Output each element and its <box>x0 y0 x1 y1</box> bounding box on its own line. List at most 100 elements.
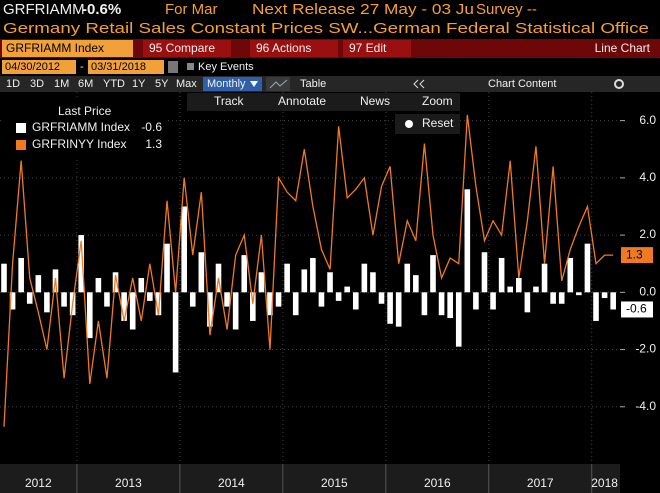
bar <box>593 292 599 321</box>
description: Germany Retail Sales Constant Prices SW.… <box>3 20 649 37</box>
period-option[interactable]: 1Y <box>132 78 146 90</box>
bar <box>241 255 248 293</box>
bar <box>567 257 574 293</box>
chart-tool[interactable]: Track <box>214 94 245 108</box>
chart-tool[interactable]: Zoom <box>422 94 453 108</box>
y-tick-label: 4.0 <box>639 170 656 184</box>
bar <box>292 292 299 316</box>
legend-title: Last Price <box>58 104 112 118</box>
collapse-icon[interactable] <box>413 79 425 89</box>
bar <box>558 292 565 304</box>
bar <box>1 263 7 293</box>
bar <box>438 292 445 316</box>
bar <box>430 255 436 293</box>
ticker: GRFRIAMM <box>3 1 85 18</box>
bar <box>310 257 316 293</box>
bar <box>507 286 514 293</box>
bar <box>404 263 411 293</box>
end-date: 03/31/2018 <box>91 61 146 73</box>
toolbar-button[interactable] <box>143 40 231 57</box>
period-option[interactable]: YTD <box>103 78 125 90</box>
bar <box>189 292 196 307</box>
period-bar <box>0 76 660 92</box>
bar <box>61 292 67 307</box>
change: -0.6% <box>82 1 121 18</box>
period-option[interactable]: Max <box>176 78 197 90</box>
bar <box>327 272 333 293</box>
period-option[interactable]: 1M <box>54 78 69 90</box>
bar <box>413 275 419 293</box>
frequency: Monthly <box>207 78 246 90</box>
last-value-tag <box>621 247 653 264</box>
bar <box>524 292 531 313</box>
range-separator: - <box>80 61 84 73</box>
bar <box>258 272 265 293</box>
next-release: Next Release 27 May - 03 Ju <box>252 1 474 18</box>
bar <box>387 292 393 324</box>
chart-type[interactable]: Line Chart <box>595 41 651 55</box>
bar <box>78 235 85 293</box>
bar <box>207 292 213 327</box>
y-tick-label: 6.0 <box>639 113 656 127</box>
plot <box>0 92 620 464</box>
start-date: 04/30/2012 <box>5 61 60 73</box>
bar <box>275 292 282 307</box>
chart-icon <box>269 79 288 89</box>
period-option[interactable]: 5Y <box>155 78 169 90</box>
toolbar-button[interactable] <box>343 40 411 57</box>
bar <box>533 286 539 293</box>
bar <box>18 257 24 293</box>
bar <box>541 263 548 293</box>
last-value-tag <box>621 301 653 318</box>
bar <box>121 292 127 321</box>
bar <box>370 272 376 293</box>
reset-button[interactable] <box>395 114 460 134</box>
settings-icon[interactable] <box>614 79 624 89</box>
bar <box>250 292 256 321</box>
toolbar-button-label: 95 Compare <box>149 41 215 55</box>
start-date-field[interactable] <box>2 60 76 74</box>
bar <box>576 292 582 296</box>
chart-tool[interactable]: Annotate <box>278 94 326 108</box>
y-tick-label: -2.0 <box>635 342 656 356</box>
bar <box>9 292 16 310</box>
bar <box>284 263 290 293</box>
checkbox[interactable] <box>187 63 194 70</box>
bar <box>198 252 205 293</box>
legend-swatch <box>16 123 26 133</box>
calendar-icon[interactable] <box>168 61 178 73</box>
bar <box>361 263 368 293</box>
bar <box>232 292 239 330</box>
bar <box>610 292 616 310</box>
bar <box>44 292 50 313</box>
period-option[interactable]: 6M <box>78 78 93 90</box>
period-option[interactable]: 3D <box>30 78 44 90</box>
bar <box>335 292 342 301</box>
toolbar-button[interactable] <box>250 40 338 57</box>
bar <box>87 292 93 339</box>
security: GRFRIAMM Index <box>6 41 104 55</box>
bar <box>516 278 522 293</box>
bar <box>550 292 556 304</box>
bar <box>172 292 179 373</box>
x-tick-label: 2013 <box>115 476 142 490</box>
bar <box>464 189 471 293</box>
bar <box>498 257 505 293</box>
bar <box>26 292 33 304</box>
chart-content[interactable]: Chart Content <box>488 78 556 90</box>
end-date-field[interactable] <box>88 60 164 74</box>
period-option[interactable]: 1D <box>6 78 20 90</box>
frequency-button[interactable] <box>203 77 262 91</box>
chart-tool[interactable]: News <box>360 94 390 108</box>
toolbar-button-label: 96 Actions <box>256 41 311 55</box>
legend-label: GRFRIAMM Index <box>32 120 130 134</box>
line <box>3 114 614 427</box>
reset-icon <box>405 120 413 128</box>
table[interactable]: Table <box>300 78 326 90</box>
bar <box>447 292 453 319</box>
bar <box>104 292 110 307</box>
legend-value: 1.3 <box>145 137 162 151</box>
security-field[interactable] <box>2 40 133 57</box>
bar <box>395 292 402 327</box>
